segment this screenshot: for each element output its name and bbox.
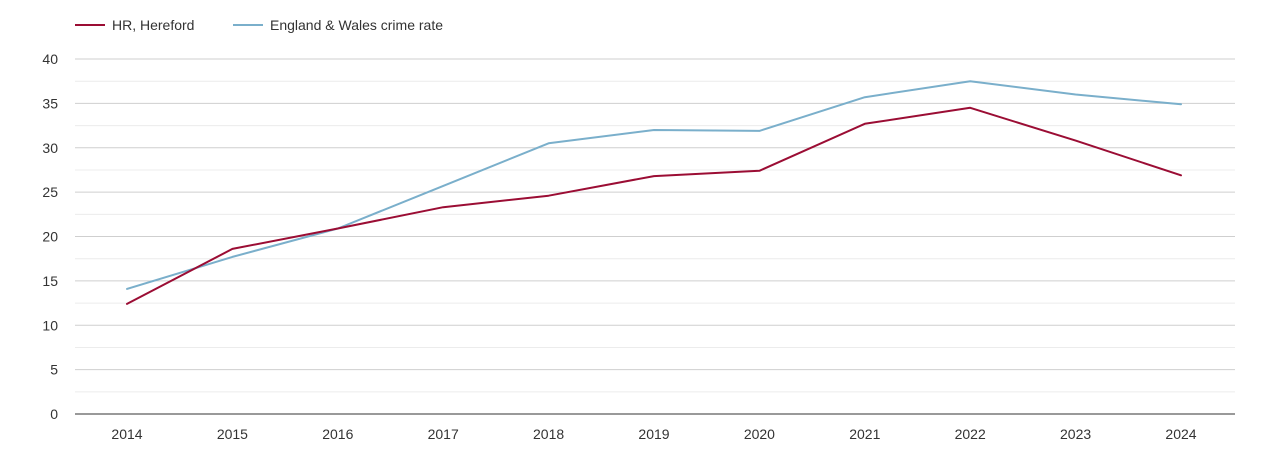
x-tick-label: 2017 bbox=[428, 426, 459, 442]
gridlines bbox=[75, 58, 1235, 393]
series-line-0 bbox=[126, 106, 1182, 305]
x-tick-label: 2014 bbox=[111, 426, 142, 442]
x-tick-label: 2019 bbox=[638, 426, 669, 442]
x-tick-label: 2021 bbox=[849, 426, 880, 442]
axes: 0 5 10 15 20 25 30 35 40 2014 2015 2016 2017 2018 2019… bbox=[42, 51, 1235, 442]
y-tick-label: 10 bbox=[42, 317, 58, 333]
x-tick-label: 2020 bbox=[744, 426, 775, 442]
legend-label: England & Wales crime rate bbox=[270, 17, 443, 33]
legend: HR, Hereford England & Wales crime rate bbox=[75, 17, 443, 33]
x-tick-label: 2016 bbox=[322, 426, 353, 442]
x-tick-label: 2015 bbox=[217, 426, 248, 442]
legend-label: HR, Hereford bbox=[112, 17, 194, 33]
series-line-1 bbox=[126, 80, 1182, 290]
x-tick-label: 2022 bbox=[955, 426, 986, 442]
y-tick-label: 20 bbox=[42, 229, 58, 245]
x-tick-label: 2024 bbox=[1165, 426, 1196, 442]
y-tick-label: 25 bbox=[42, 184, 58, 200]
y-tick-label: 35 bbox=[42, 95, 58, 111]
y-tick-label: 5 bbox=[50, 362, 58, 378]
x-tick-label: 2018 bbox=[533, 426, 564, 442]
y-tick-label: 0 bbox=[50, 406, 58, 422]
y-tick-label: 15 bbox=[42, 273, 58, 289]
x-tick-label: 2023 bbox=[1060, 426, 1091, 442]
series-lines bbox=[126, 80, 1182, 305]
y-tick-label: 30 bbox=[42, 140, 58, 156]
y-tick-label: 40 bbox=[42, 51, 58, 67]
